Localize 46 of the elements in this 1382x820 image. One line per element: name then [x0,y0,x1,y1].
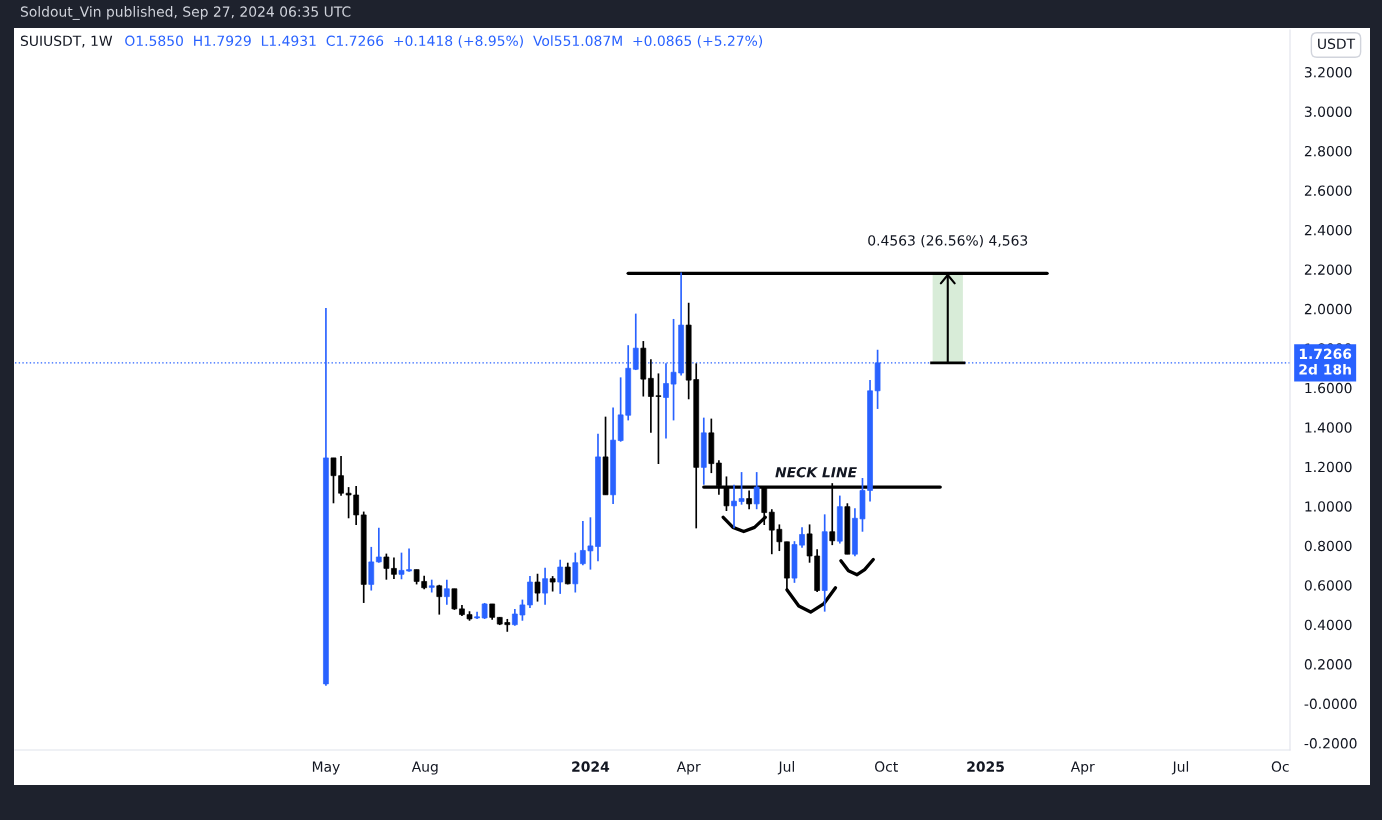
candlestick [375,526,382,564]
y-tick-label: 0.2000 [1304,659,1352,670]
x-tick-label: 2024 [572,761,610,772]
candlestick [534,572,541,603]
y-tick-label: 1.4000 [1305,422,1352,433]
candlestick [753,471,760,511]
y-tick-label: 1.0000 [1305,501,1352,512]
candlestick [557,558,564,595]
annotation: NECK LINE [775,466,857,478]
x-tick-label: Apr [676,761,701,775]
x-tick-label: May [312,761,340,775]
y-tick-label: 2.6000 [1304,185,1352,196]
y-tick-label: -0.2000 [1304,738,1357,749]
text: Soldout_Vin published, Sep 27, 2024 06:35 UTC [20,6,351,20]
y-tick-label: 2.4000 [1304,224,1352,236]
ref-line-label: 1.7266 2d 18h [1299,348,1352,375]
candlestick [632,312,639,371]
x-tick-label: Jul [777,761,794,775]
x-tick-label: Jul [1171,761,1189,775]
y-tick-label: 2.0000 [1304,303,1352,315]
x-tick-label: Aug [411,761,438,775]
y-tick-label: 1.6000 [1305,382,1352,394]
y-tick-label: 1.2000 [1305,461,1352,473]
annotation: 0.4563 (26.56%) 4,563 [868,234,1028,248]
y-axis-title: USDT [1318,38,1356,50]
chart-subtitle: O1.5850 H1.7929 L1.4931 C1.7266 +0.1418 (+8.95%) Vol551.087M +0.0865 (+5.27%) [125,35,763,48]
candlestick [428,578,435,594]
y-tick-label: 0.8000 [1304,540,1352,552]
chart-title: SUIUSDT, 1W [20,35,113,48]
y-tick-label: -0.0000 [1304,698,1357,710]
candlestick [572,551,579,594]
y-tick-label: 3.2000 [1304,67,1352,78]
x-tick-label: Apr [1070,761,1095,775]
candlestick [368,546,375,592]
y-tick-label: 3.0000 [1304,106,1352,117]
y-tick-label: 2.2000 [1304,264,1352,275]
candlestick [444,578,450,606]
line-series [839,557,875,577]
x-tick-label: Oct [875,761,898,772]
y-tick-label: 2.8000 [1304,145,1352,157]
x-tick-label: 2025 [967,761,1004,772]
y-tick-label: 0.4000 [1304,619,1352,631]
candlestick [436,583,443,616]
x-tick-label: Oc [1271,761,1289,772]
candlestick [542,566,548,606]
y-tick-label: 0.6000 [1304,580,1352,591]
